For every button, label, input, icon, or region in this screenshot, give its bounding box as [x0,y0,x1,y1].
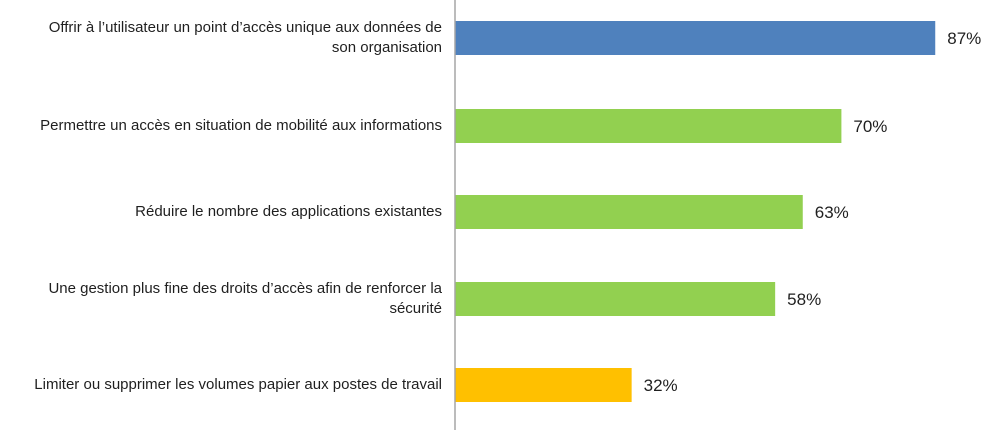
category-label-3: Réduire le nombre des applications exist… [135,203,442,220]
category-label-5: Limiter ou supprimer les volumes papier … [34,376,442,393]
category-label-4: Une gestion plus fine des droits d’accès… [48,280,442,317]
value-label-3: 63% [815,203,849,222]
bar-1 [455,21,936,55]
value-label-1: 87% [947,29,981,48]
bar-2 [455,109,842,143]
value-label-2: 70% [853,117,887,136]
bar-3 [455,195,803,229]
bar-4 [455,282,776,316]
category-label-1: Offrir à l’utilisateur un point d’accès … [48,19,442,56]
value-label-4: 58% [787,290,821,309]
bar-5 [455,368,632,402]
value-labels-group: 87% 70% 63% 58% 32% [644,29,982,395]
bars-group [455,21,936,402]
value-label-5: 32% [644,376,678,395]
category-label-2: Permettre un accès en situation de mobil… [40,117,442,134]
